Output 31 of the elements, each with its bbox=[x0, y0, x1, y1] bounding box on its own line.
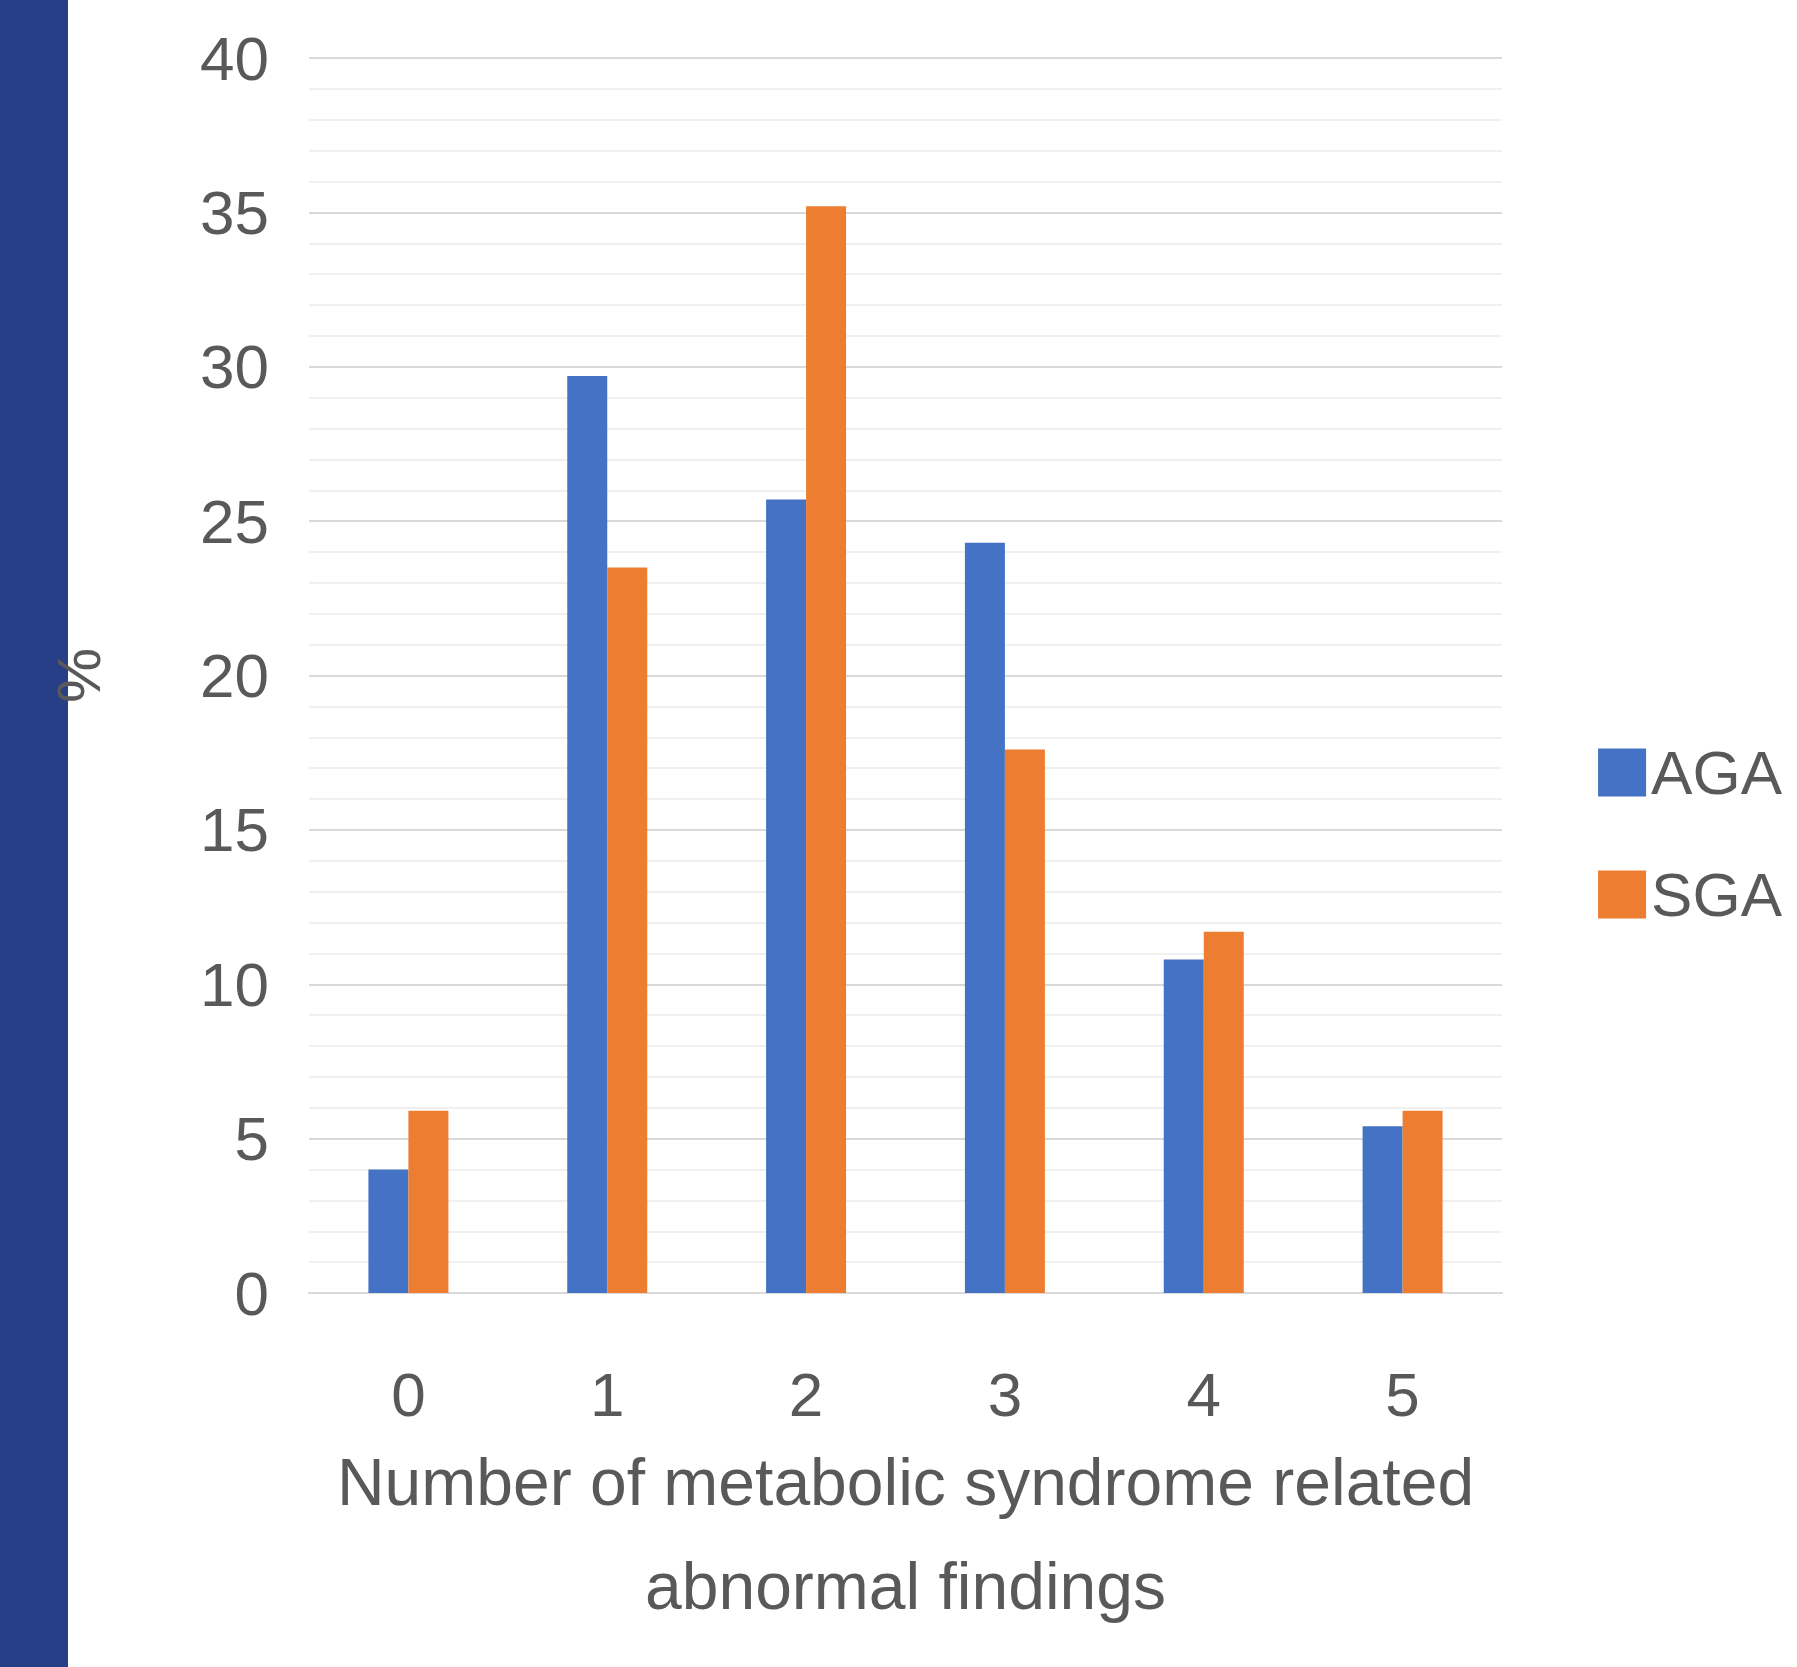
bar bbox=[368, 1169, 409, 1293]
x-tick-label: 0 bbox=[391, 1359, 426, 1429]
legend-label: SGA bbox=[1651, 860, 1783, 929]
y-tick-label: 5 bbox=[234, 1104, 269, 1174]
bar bbox=[1402, 1110, 1443, 1293]
bar bbox=[964, 542, 1005, 1293]
bar bbox=[1203, 931, 1244, 1293]
x-tick-label: 3 bbox=[987, 1359, 1023, 1429]
bar bbox=[806, 206, 847, 1293]
x-tick-label: 4 bbox=[1186, 1359, 1221, 1429]
x-tick-label: 2 bbox=[788, 1359, 824, 1429]
y-tick-label: 0 bbox=[234, 1258, 269, 1328]
legend-label: AGA bbox=[1651, 738, 1783, 807]
bar bbox=[1163, 959, 1204, 1293]
y-tick-label: 35 bbox=[200, 177, 269, 247]
y-tick-label: 40 bbox=[200, 23, 269, 93]
x-axis-title: Number of metabolic syndrome related abnormal findings bbox=[336, 1444, 1475, 1623]
y-axis-title: % bbox=[43, 647, 113, 704]
y-tick-label: 20 bbox=[200, 641, 269, 710]
x-tick-label: 5 bbox=[1385, 1359, 1420, 1429]
bar bbox=[766, 499, 807, 1293]
bar bbox=[607, 567, 648, 1293]
bar bbox=[567, 376, 608, 1293]
y-tick-label: 30 bbox=[200, 332, 269, 402]
bar bbox=[1004, 749, 1045, 1293]
x-tick-label: 1 bbox=[590, 1359, 625, 1429]
y-tick-label: 15 bbox=[200, 795, 269, 865]
y-tick-label: 10 bbox=[200, 949, 269, 1019]
y-tick-label: 25 bbox=[200, 486, 269, 556]
bar bbox=[1362, 1126, 1403, 1293]
bar bbox=[408, 1110, 449, 1293]
